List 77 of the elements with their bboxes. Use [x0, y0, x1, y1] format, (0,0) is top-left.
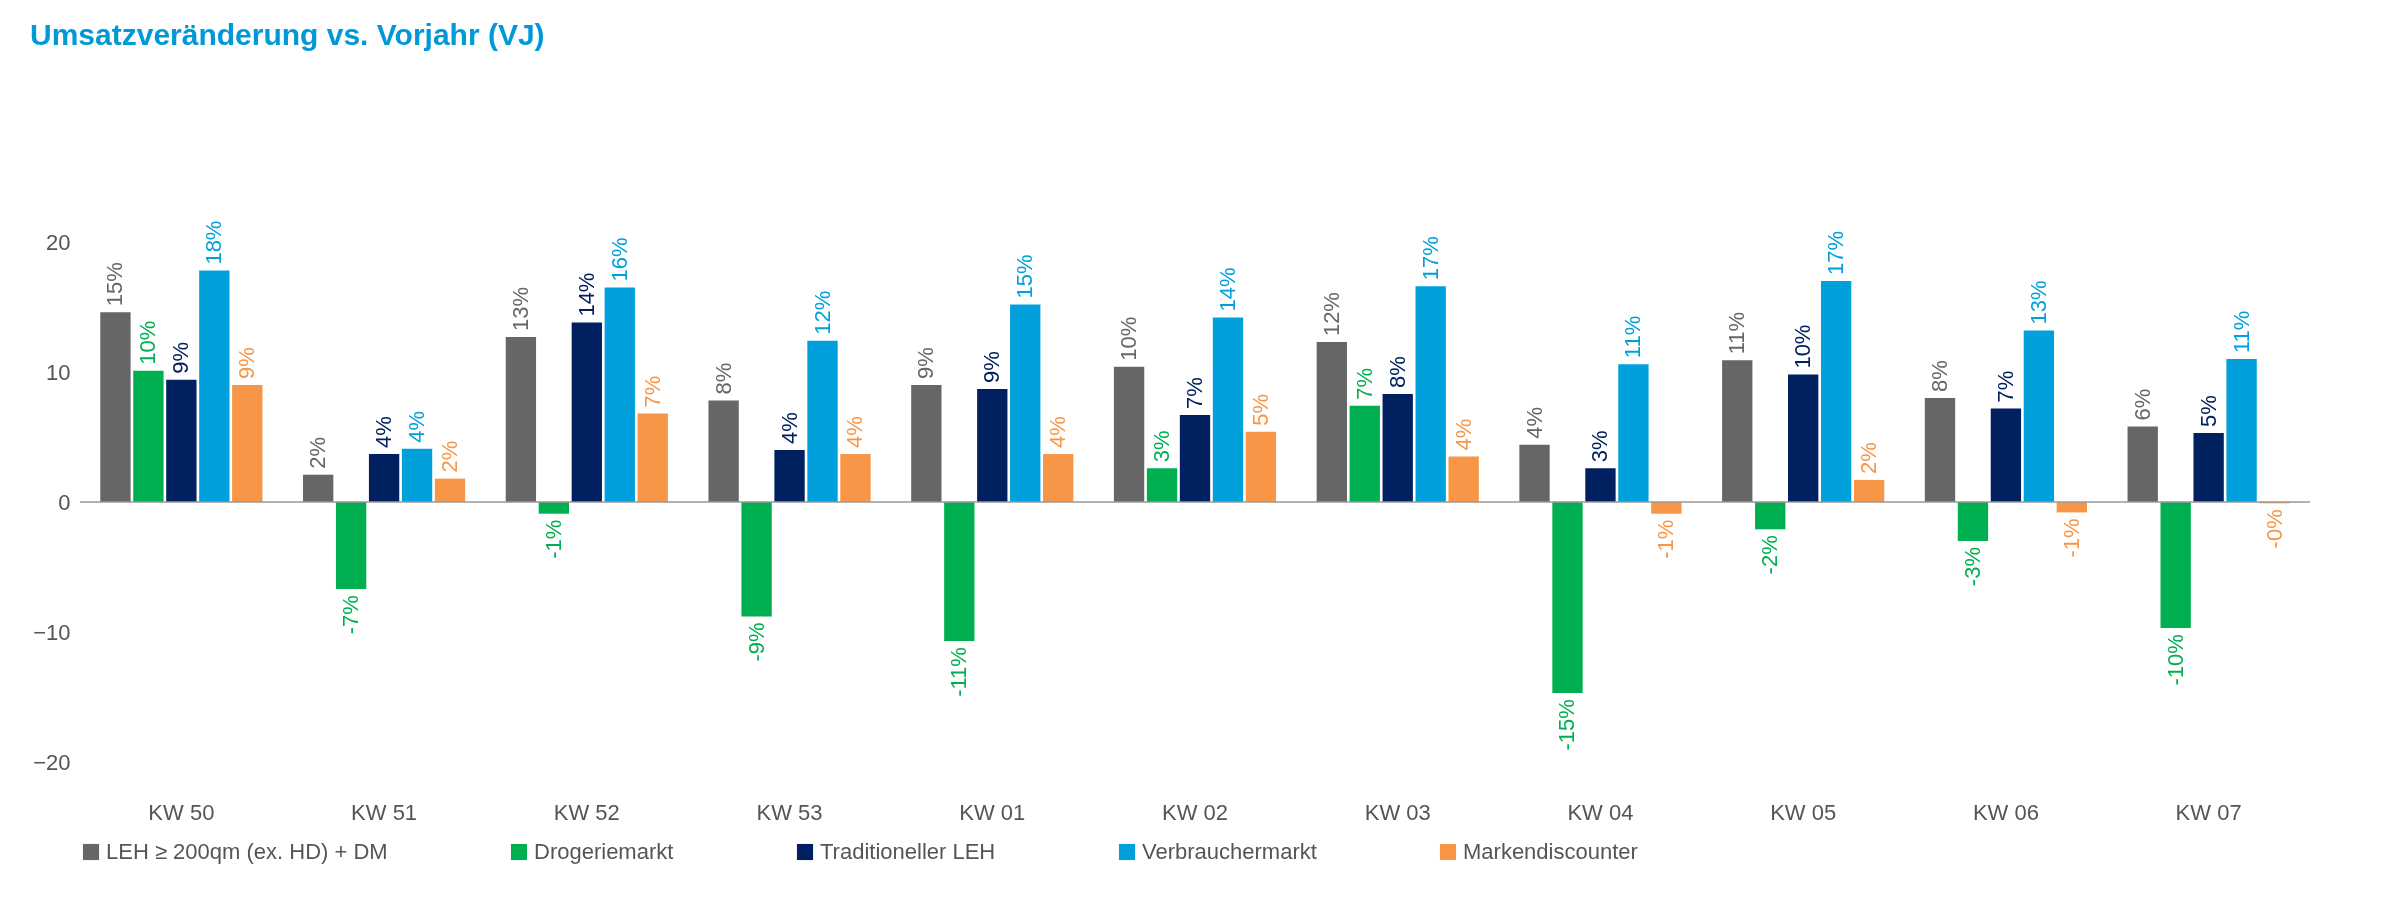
legend-label: Drogeriemarkt: [534, 839, 674, 864]
x-tick-label: KW 06: [1972, 799, 2039, 825]
data-label: 9%: [913, 347, 939, 379]
y-tick-label: −10: [33, 619, 71, 645]
data-label: 17%: [1823, 230, 1849, 275]
data-label: 8%: [1384, 356, 1410, 389]
data-label: 11%: [1620, 315, 1646, 359]
data-label: -1%: [2058, 518, 2084, 558]
x-tick-label: KW 50: [148, 799, 215, 825]
data-label: 2%: [305, 436, 331, 469]
data-label: 4%: [371, 416, 397, 448]
y-tick-label: 20: [46, 229, 71, 255]
chart-title: Umsatzveränderung vs. Vorjahr (VJ): [30, 17, 545, 51]
x-tick-label: KW 04: [1567, 799, 1634, 825]
data-label: 10%: [135, 320, 161, 365]
data-label: 9%: [234, 347, 260, 379]
data-label: 9%: [168, 342, 194, 374]
data-label: 17%: [1417, 236, 1443, 281]
data-label: 8%: [710, 362, 736, 395]
data-label: 2%: [437, 440, 463, 473]
data-label: 6%: [2129, 388, 2155, 421]
y-tick-label: 0: [58, 489, 71, 515]
data-label: 11%: [1724, 311, 1750, 355]
data-label: 18%: [201, 220, 227, 265]
data-label: 16%: [606, 237, 632, 282]
data-label: -1%: [540, 519, 566, 559]
data-label: 4%: [1521, 407, 1547, 439]
data-label: 7%: [1351, 368, 1377, 400]
data-label: 4%: [842, 416, 868, 448]
data-label: 9%: [979, 351, 1005, 383]
legend-label: Traditioneller LEH: [820, 839, 996, 864]
data-label: 8%: [1926, 360, 1952, 392]
data-label: -7%: [338, 595, 364, 635]
data-label: -3%: [1959, 547, 1985, 587]
data-label: 5%: [1247, 394, 1273, 426]
x-tick-label: KW 51: [351, 799, 418, 825]
x-tick-label: KW 52: [553, 799, 620, 825]
data-label: 7%: [1992, 370, 2018, 403]
x-tick-label: KW 05: [1770, 799, 1837, 825]
data-label: 5%: [2195, 395, 2221, 428]
data-label: 7%: [639, 375, 665, 408]
data-label: 12%: [809, 290, 835, 335]
data-label: -1%: [1653, 519, 1679, 559]
data-label: 13%: [507, 286, 533, 331]
data-label: -15%: [1554, 699, 1580, 751]
data-label: 4%: [404, 410, 430, 443]
data-label: 2%: [1856, 442, 1882, 474]
data-label: 7%: [1182, 377, 1207, 409]
y-tick-label: −20: [33, 749, 71, 775]
x-tick-label: KW 53: [756, 799, 823, 825]
data-label: 14%: [573, 272, 599, 317]
data-label: -10%: [2162, 634, 2188, 686]
data-label: 4%: [1450, 418, 1476, 451]
legend-label: Markendiscounter: [1463, 839, 1638, 864]
x-tick-label: KW 01: [959, 799, 1026, 825]
data-label: -9%: [743, 622, 769, 662]
data-label: -2%: [1757, 535, 1783, 575]
data-label: 13%: [2025, 280, 2051, 325]
data-label: 4%: [776, 412, 802, 444]
legend-label: LEH ≥ 200qm (ex. HD) + DM: [106, 839, 388, 864]
data-label: 4%: [1045, 416, 1071, 448]
data-label: 15%: [1012, 254, 1038, 299]
data-label: 14%: [1214, 267, 1240, 312]
data-label: 15%: [102, 262, 128, 307]
data-label: -11%: [946, 647, 972, 697]
data-label: 11%: [2228, 310, 2254, 353]
x-tick-label: KW 03: [1364, 799, 1431, 825]
data-label: 3%: [1587, 430, 1613, 463]
x-tick-label: KW 02: [1161, 799, 1229, 825]
data-label: 3%: [1149, 430, 1175, 463]
data-label: -0%: [2261, 509, 2287, 549]
legend-label: Verbrauchermarkt: [1142, 839, 1317, 864]
data-label: 12%: [1318, 292, 1344, 337]
data-label: 10%: [1790, 324, 1816, 369]
x-tick-label: KW 07: [2175, 799, 2242, 825]
data-label: 10%: [1116, 316, 1142, 361]
y-tick-label: 10: [46, 359, 71, 385]
